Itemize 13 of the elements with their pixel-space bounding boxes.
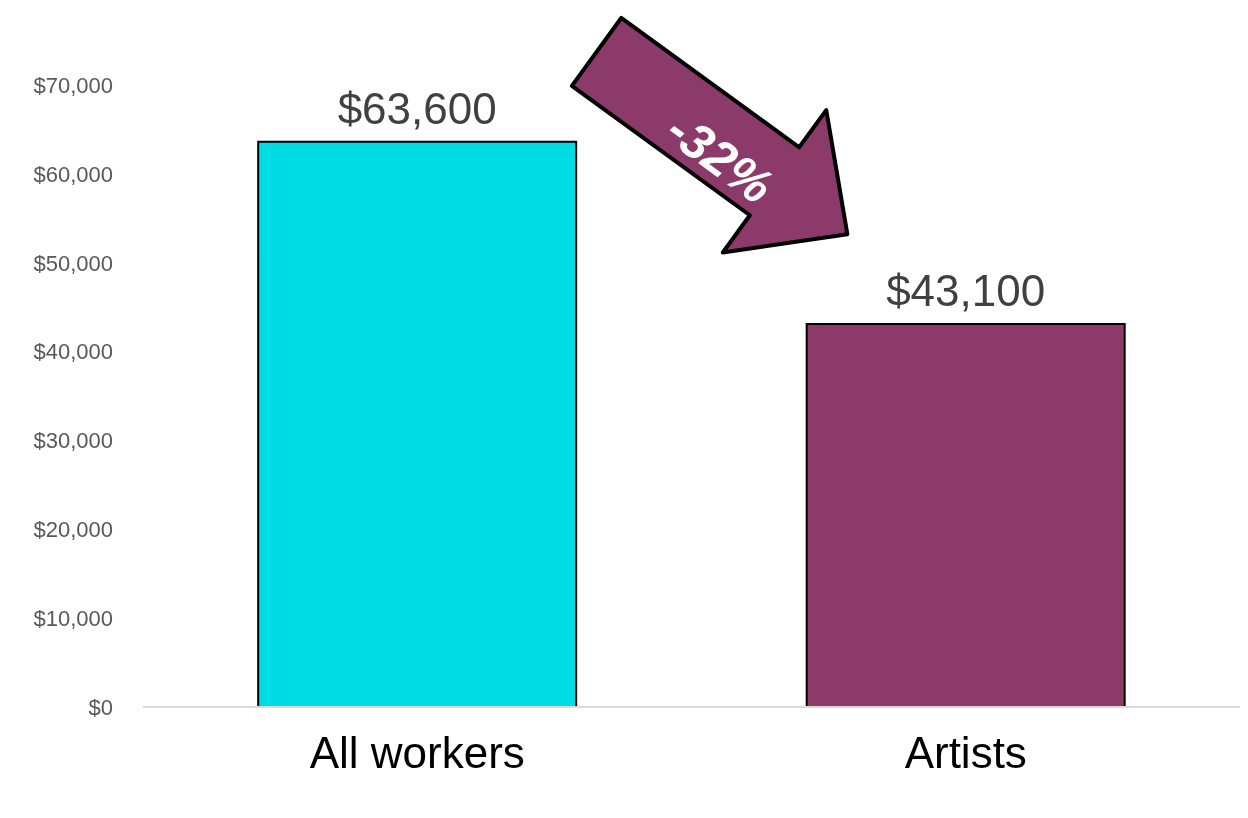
y-tick-label: $10,000 xyxy=(33,605,113,631)
y-tick-label: $0 xyxy=(88,694,113,720)
annotation: -32% xyxy=(656,101,784,215)
y-tick-label: $40,000 xyxy=(33,339,113,365)
y-tick-label: $50,000 xyxy=(33,250,113,276)
x-tick-label: All workers xyxy=(309,728,525,778)
y-tick-label: $60,000 xyxy=(33,161,113,187)
y-tick-label: $70,000 xyxy=(33,72,113,98)
x-tick-label: Artists xyxy=(904,728,1027,778)
y-tick-label: $20,000 xyxy=(33,517,113,543)
y-tick-label: $30,000 xyxy=(33,428,113,454)
data-label: $63,600 xyxy=(337,83,497,133)
data-label: $43,100 xyxy=(886,266,1046,316)
